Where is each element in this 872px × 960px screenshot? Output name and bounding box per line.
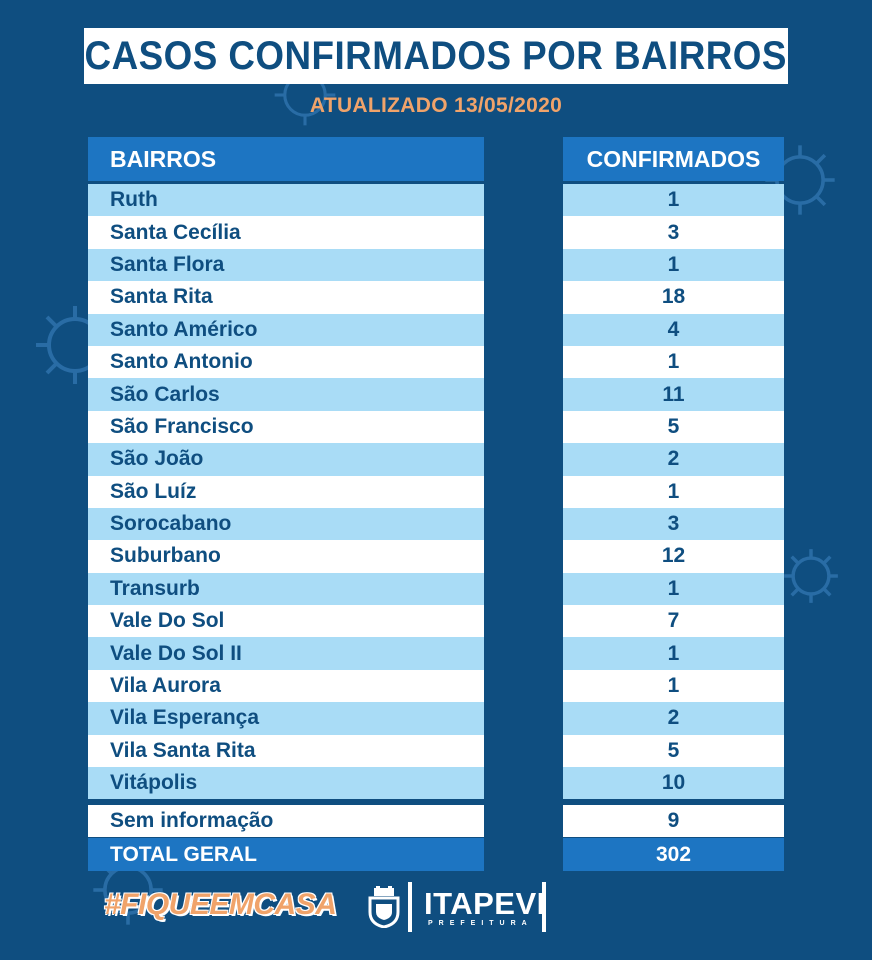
update-date: ATUALIZADO 13/05/2020 (309, 94, 563, 117)
table-row-confirmados: 2 (563, 702, 784, 735)
sem-informacao-value: 9 (563, 805, 784, 837)
footer-divider (542, 882, 546, 932)
table-row-confirmados: 18 (563, 281, 784, 314)
header-bairros: BAIRROS (88, 137, 484, 181)
confirmados-column: 1 3 1 18 4 1 11 5 2 1 3 12 1 7 1 1 2 5 10 (563, 184, 784, 800)
table-row-bairro: Ruth (88, 184, 484, 217)
table-row-bairro: São Francisco (88, 410, 484, 444)
table-row-confirmados: 3 (563, 507, 784, 541)
table-row-bairro: Vitápolis (88, 767, 484, 800)
table-row-bairro: Santa Cecília (88, 216, 484, 249)
table-row-bairro: Vale Do Sol II (88, 637, 484, 670)
table-row-confirmados: 5 (563, 734, 784, 768)
table-row-bairro: Santa Flora (88, 248, 484, 282)
table-row-confirmados: 10 (563, 767, 784, 800)
table-row-bairro: Vila Santa Rita (88, 734, 484, 768)
footer-divider (408, 882, 412, 932)
table-row-confirmados: 1 (563, 475, 784, 508)
table-row-confirmados: 2 (563, 443, 784, 476)
table-row-confirmados: 5 (563, 410, 784, 444)
table-row-bairro: São João (88, 443, 484, 476)
virus-icon (784, 549, 838, 603)
total-label: TOTAL GERAL (88, 838, 484, 871)
sem-informacao-label: Sem informação (88, 805, 484, 837)
table-row-confirmados: 4 (563, 313, 784, 346)
table-row-bairro: Suburbano (88, 540, 484, 573)
hashtag: #FIQUEEMCASA (104, 888, 337, 921)
table-row-confirmados: 11 (563, 378, 784, 411)
total-value: 302 (563, 838, 784, 871)
table-row-confirmados: 1 (563, 345, 784, 379)
table-row-confirmados: 1 (563, 669, 784, 703)
brand-name: ITAPEVI (424, 886, 546, 921)
table-row-bairro: Sorocabano (88, 507, 484, 541)
table-row-confirmados: 1 (563, 637, 784, 670)
table-row-bairro: Santo Américo (88, 313, 484, 346)
table-row-confirmados: 1 (563, 572, 784, 606)
table-row-confirmados: 7 (563, 605, 784, 638)
city-crest-icon (368, 886, 400, 928)
table-row-confirmados: 1 (563, 184, 784, 217)
bairros-column: Ruth Santa Cecília Santa Flora Santa Rita Sa… (88, 184, 484, 800)
table-row-bairro: São Carlos (88, 378, 484, 411)
title-banner: CASOS CONFIRMADOS POR BAIRROS (84, 28, 788, 84)
table-row-bairro: Vila Aurora (88, 669, 484, 703)
table-row-bairro: Transurb (88, 572, 484, 606)
table-row-confirmados: 3 (563, 216, 784, 249)
brand-subtitle: PREFEITURA (428, 920, 533, 927)
table-row-bairro: Santa Rita (88, 281, 484, 314)
table-row-bairro: Vila Esperança (88, 702, 484, 735)
header-confirmados: CONFIRMADOS (563, 137, 784, 181)
table-row-confirmados: 1 (563, 248, 784, 282)
table-row-bairro: Vale Do Sol (88, 605, 484, 638)
page-title: CASOS CONFIRMADOS POR BAIRROS (84, 33, 788, 78)
table-row-bairro: São Luíz (88, 475, 484, 508)
table-row-confirmados: 12 (563, 540, 784, 573)
table-row-bairro: Santo Antonio (88, 345, 484, 379)
